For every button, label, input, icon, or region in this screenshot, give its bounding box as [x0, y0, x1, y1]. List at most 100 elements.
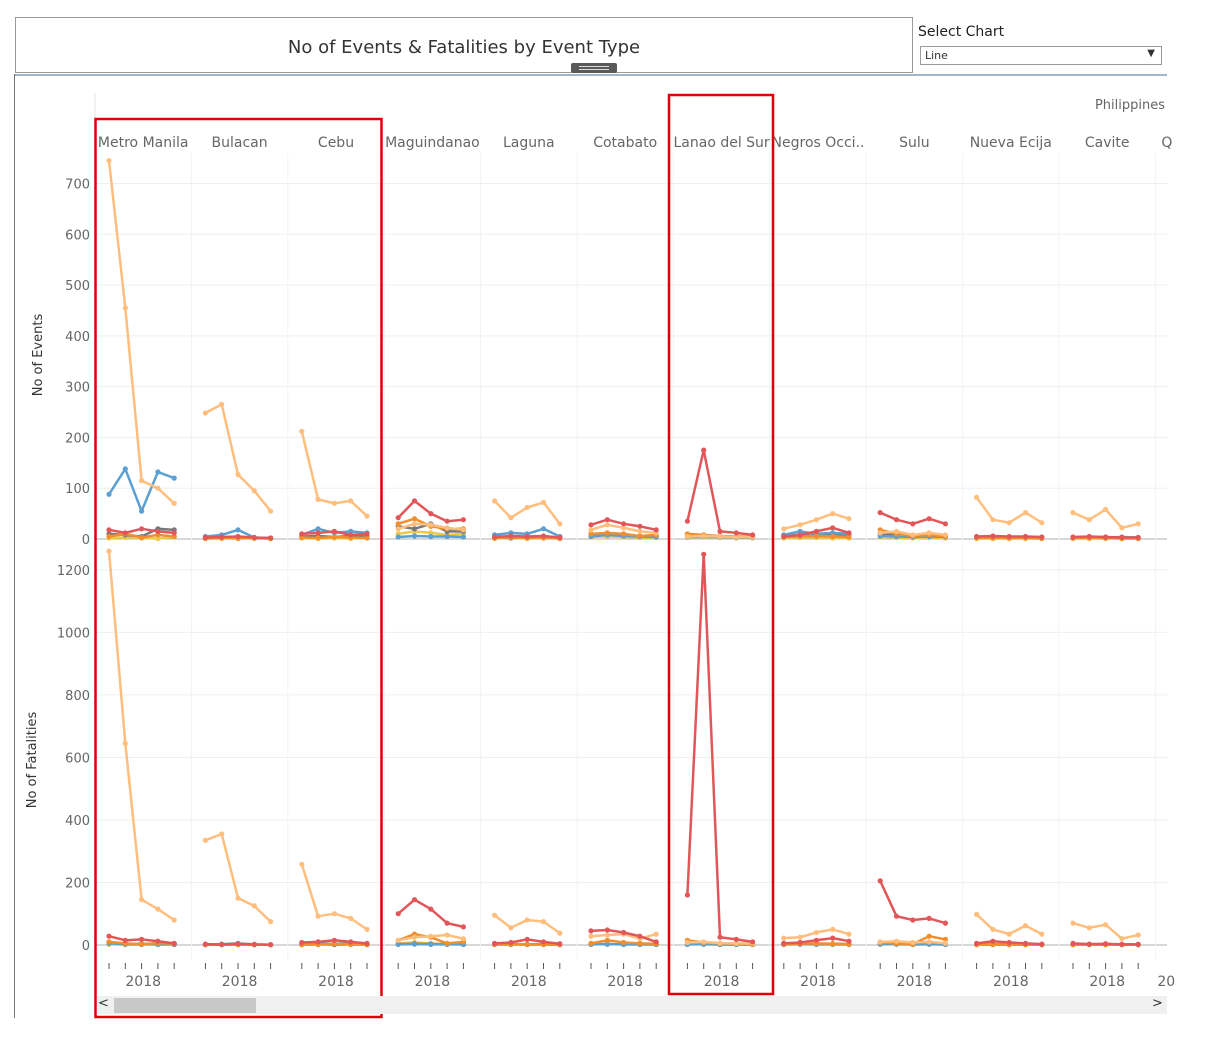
- panel-header: Q: [1161, 135, 1172, 151]
- data-point-events: [846, 516, 852, 522]
- x-tick-label: 2018: [897, 974, 933, 990]
- data-point-events: [364, 531, 370, 537]
- data-point-fatalities: [1119, 936, 1125, 942]
- panel-header: Nueva Ecija: [970, 135, 1052, 151]
- data-point-fatalities: [364, 940, 370, 947]
- data-point-events: [926, 530, 932, 536]
- data-point-events: [299, 428, 305, 434]
- resize-grip-icon[interactable]: [571, 63, 617, 73]
- data-point-fatalities: [411, 941, 418, 947]
- data-point-events: [781, 533, 787, 540]
- series-line-fatalities: [686, 553, 753, 944]
- y-tick-label-fatalities: 400: [65, 814, 90, 829]
- y-tick-label-fatalities: 800: [65, 689, 90, 704]
- scroll-left-icon[interactable]: <: [98, 996, 109, 1011]
- data-point-events: [348, 498, 354, 504]
- data-point-fatalities: [653, 931, 659, 937]
- data-point-events: [1103, 506, 1109, 513]
- data-point-fatalities: [460, 924, 466, 930]
- data-point-fatalities: [910, 917, 916, 923]
- data-point-fatalities: [460, 936, 466, 942]
- data-point-fatalities: [492, 940, 498, 947]
- data-point-events: [122, 530, 128, 536]
- data-point-fatalities: [299, 861, 305, 867]
- data-point-fatalities: [268, 919, 274, 925]
- horizontal-scrollbar[interactable]: [97, 996, 1167, 1014]
- data-point-events: [750, 532, 756, 538]
- data-point-fatalities: [508, 939, 514, 946]
- series-line-fatalities: [879, 880, 946, 925]
- x-tick-label: 2018: [415, 974, 451, 990]
- data-point-fatalities: [364, 926, 370, 933]
- data-point-events: [604, 522, 610, 528]
- data-point-events: [428, 530, 434, 536]
- data-point-fatalities: [830, 935, 836, 941]
- x-tick-label: 2018: [800, 974, 836, 990]
- data-point-events: [460, 517, 466, 523]
- chevron-down-icon[interactable]: ▼: [1147, 48, 1155, 59]
- data-point-fatalities: [155, 938, 161, 944]
- data-point-events: [1039, 520, 1045, 526]
- data-point-fatalities: [139, 897, 145, 903]
- data-point-fatalities: [701, 939, 707, 945]
- data-point-events: [830, 525, 836, 531]
- data-point-events: [974, 494, 980, 500]
- data-point-fatalities: [604, 941, 610, 947]
- y-axis-title-events: No of Events: [31, 314, 46, 397]
- data-point-events: [540, 533, 547, 539]
- y-tick-label-events: 400: [65, 330, 90, 345]
- data-point-events: [830, 510, 836, 517]
- data-point-events: [251, 488, 257, 494]
- data-point-fatalities: [942, 940, 949, 946]
- data-point-events: [395, 534, 401, 540]
- data-point-fatalities: [684, 892, 691, 898]
- data-point-fatalities: [557, 930, 563, 936]
- data-point-events: [813, 528, 820, 535]
- scroll-right-icon[interactable]: >: [1152, 996, 1163, 1011]
- data-point-fatalities: [122, 937, 128, 943]
- data-point-fatalities: [1039, 931, 1045, 937]
- data-point-fatalities: [315, 939, 321, 945]
- data-point-events: [411, 526, 418, 532]
- data-point-events: [444, 525, 450, 531]
- data-point-fatalities: [588, 928, 594, 934]
- data-point-fatalities: [171, 917, 177, 923]
- data-point-fatalities: [621, 929, 627, 936]
- data-point-events: [990, 517, 996, 523]
- data-point-fatalities: [990, 926, 996, 933]
- data-point-events: [797, 532, 803, 538]
- data-point-events: [1119, 534, 1125, 541]
- data-point-fatalities: [1039, 941, 1045, 947]
- scrollbar-thumb[interactable]: [114, 998, 256, 1013]
- y-tick-label-fatalities: 600: [65, 751, 90, 766]
- data-point-events: [910, 521, 916, 527]
- data-point-events: [428, 533, 434, 540]
- data-point-events: [701, 447, 707, 453]
- data-point-events: [1039, 534, 1045, 540]
- data-point-events: [139, 526, 145, 532]
- data-point-events: [557, 521, 563, 527]
- data-point-fatalities: [557, 941, 563, 947]
- data-point-fatalities: [219, 831, 225, 837]
- data-point-fatalities: [1103, 941, 1109, 947]
- data-point-events: [910, 532, 916, 538]
- y-tick-label-fatalities: 200: [65, 876, 90, 891]
- chart-title: No of Events & Fatalities by Event Type: [287, 37, 641, 58]
- data-point-fatalities: [524, 941, 530, 948]
- data-point-events: [653, 527, 659, 533]
- data-point-events: [428, 522, 434, 528]
- data-point-events: [588, 531, 594, 537]
- data-point-fatalities: [235, 941, 241, 947]
- data-point-fatalities: [701, 551, 707, 557]
- data-point-fatalities: [202, 941, 208, 947]
- y-tick-label-events: 700: [65, 177, 90, 192]
- data-point-events: [444, 518, 450, 524]
- data-point-events: [155, 485, 161, 491]
- data-point-fatalities: [411, 934, 418, 940]
- select-chart-dropdown[interactable]: Line ▼: [920, 46, 1162, 65]
- data-point-fatalities: [604, 937, 610, 943]
- data-point-events: [155, 528, 161, 535]
- data-point-fatalities: [797, 934, 803, 940]
- data-point-fatalities: [637, 940, 643, 947]
- data-point-events: [171, 530, 177, 536]
